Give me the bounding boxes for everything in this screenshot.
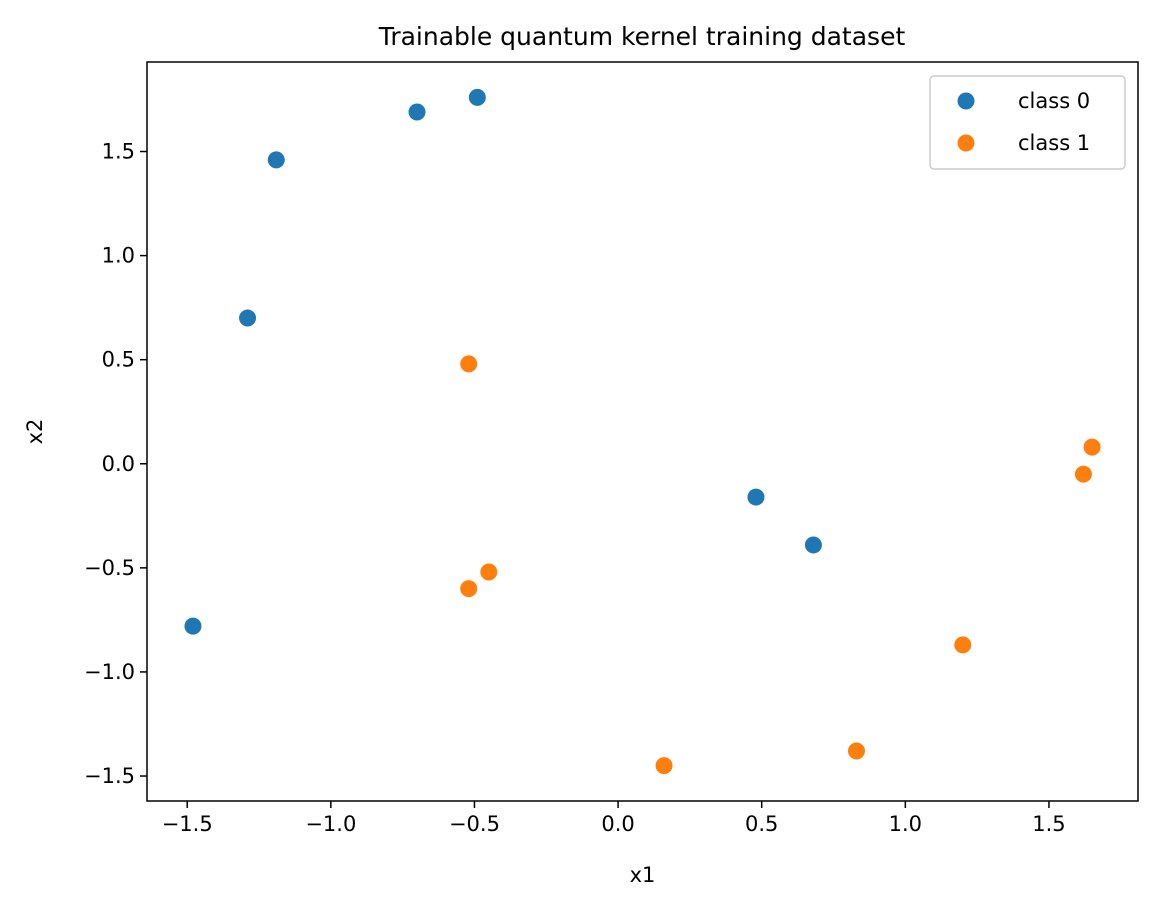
legend-marker xyxy=(957,92,975,110)
x-tick-label: −1.0 xyxy=(305,812,356,836)
x-axis-label: x1 xyxy=(630,863,656,887)
y-tick-label: 0.5 xyxy=(102,348,135,372)
plot-area xyxy=(184,88,1101,775)
legend-label: class 0 xyxy=(1018,89,1090,113)
scatter-point-class-0 xyxy=(804,536,822,554)
y-axis: −1.5 −1.0 −0.5 0.0 0.5 1.0 1.5 xyxy=(84,140,147,788)
legend-box xyxy=(929,75,1126,170)
scatter-point-class-0 xyxy=(747,488,765,506)
scatter-point-class-1 xyxy=(1074,465,1092,483)
legend-marker xyxy=(957,134,975,152)
x-tick-label: 0.5 xyxy=(745,812,778,836)
scatter-point-class-1 xyxy=(460,580,478,598)
y-tick-label: −1.5 xyxy=(84,764,135,788)
scatter-point-class-0 xyxy=(184,617,202,635)
x-tick-label: 1.5 xyxy=(1032,812,1065,836)
scatter-point-class-0 xyxy=(239,309,257,327)
scatter-point-class-1 xyxy=(655,757,673,775)
scatter-point-class-1 xyxy=(847,742,865,760)
legend-label: class 1 xyxy=(1018,131,1090,155)
y-tick-label: 1.0 xyxy=(102,244,135,268)
scatter-point-class-0 xyxy=(408,103,426,121)
scatter-point-class-1 xyxy=(954,636,972,654)
y-tick-label: 1.5 xyxy=(102,140,135,164)
scatter-point-class-1 xyxy=(460,355,478,373)
scatter-point-class-0 xyxy=(267,151,285,169)
plot-frame xyxy=(146,61,1139,802)
y-tick-label: −1.0 xyxy=(84,660,135,684)
scatter-point-class-0 xyxy=(468,88,486,106)
y-tick-label: 0.0 xyxy=(102,452,135,476)
y-axis-label: x2 xyxy=(23,419,47,445)
y-tick-label: −0.5 xyxy=(84,556,135,580)
x-tick-label: −1.5 xyxy=(162,812,213,836)
scatter-point-class-1 xyxy=(480,563,498,581)
chart-title: Trainable quantum kernel training datase… xyxy=(378,22,906,51)
x-tick-label: −0.5 xyxy=(449,812,500,836)
scatter-point-class-1 xyxy=(1083,438,1101,456)
x-tick-label: 0.0 xyxy=(601,812,634,836)
legend: class 0 class 1 xyxy=(929,75,1126,170)
x-axis: −1.5 −1.0 −0.5 0.0 0.5 1.0 1.5 xyxy=(162,801,1066,836)
x-tick-label: 1.0 xyxy=(889,812,922,836)
